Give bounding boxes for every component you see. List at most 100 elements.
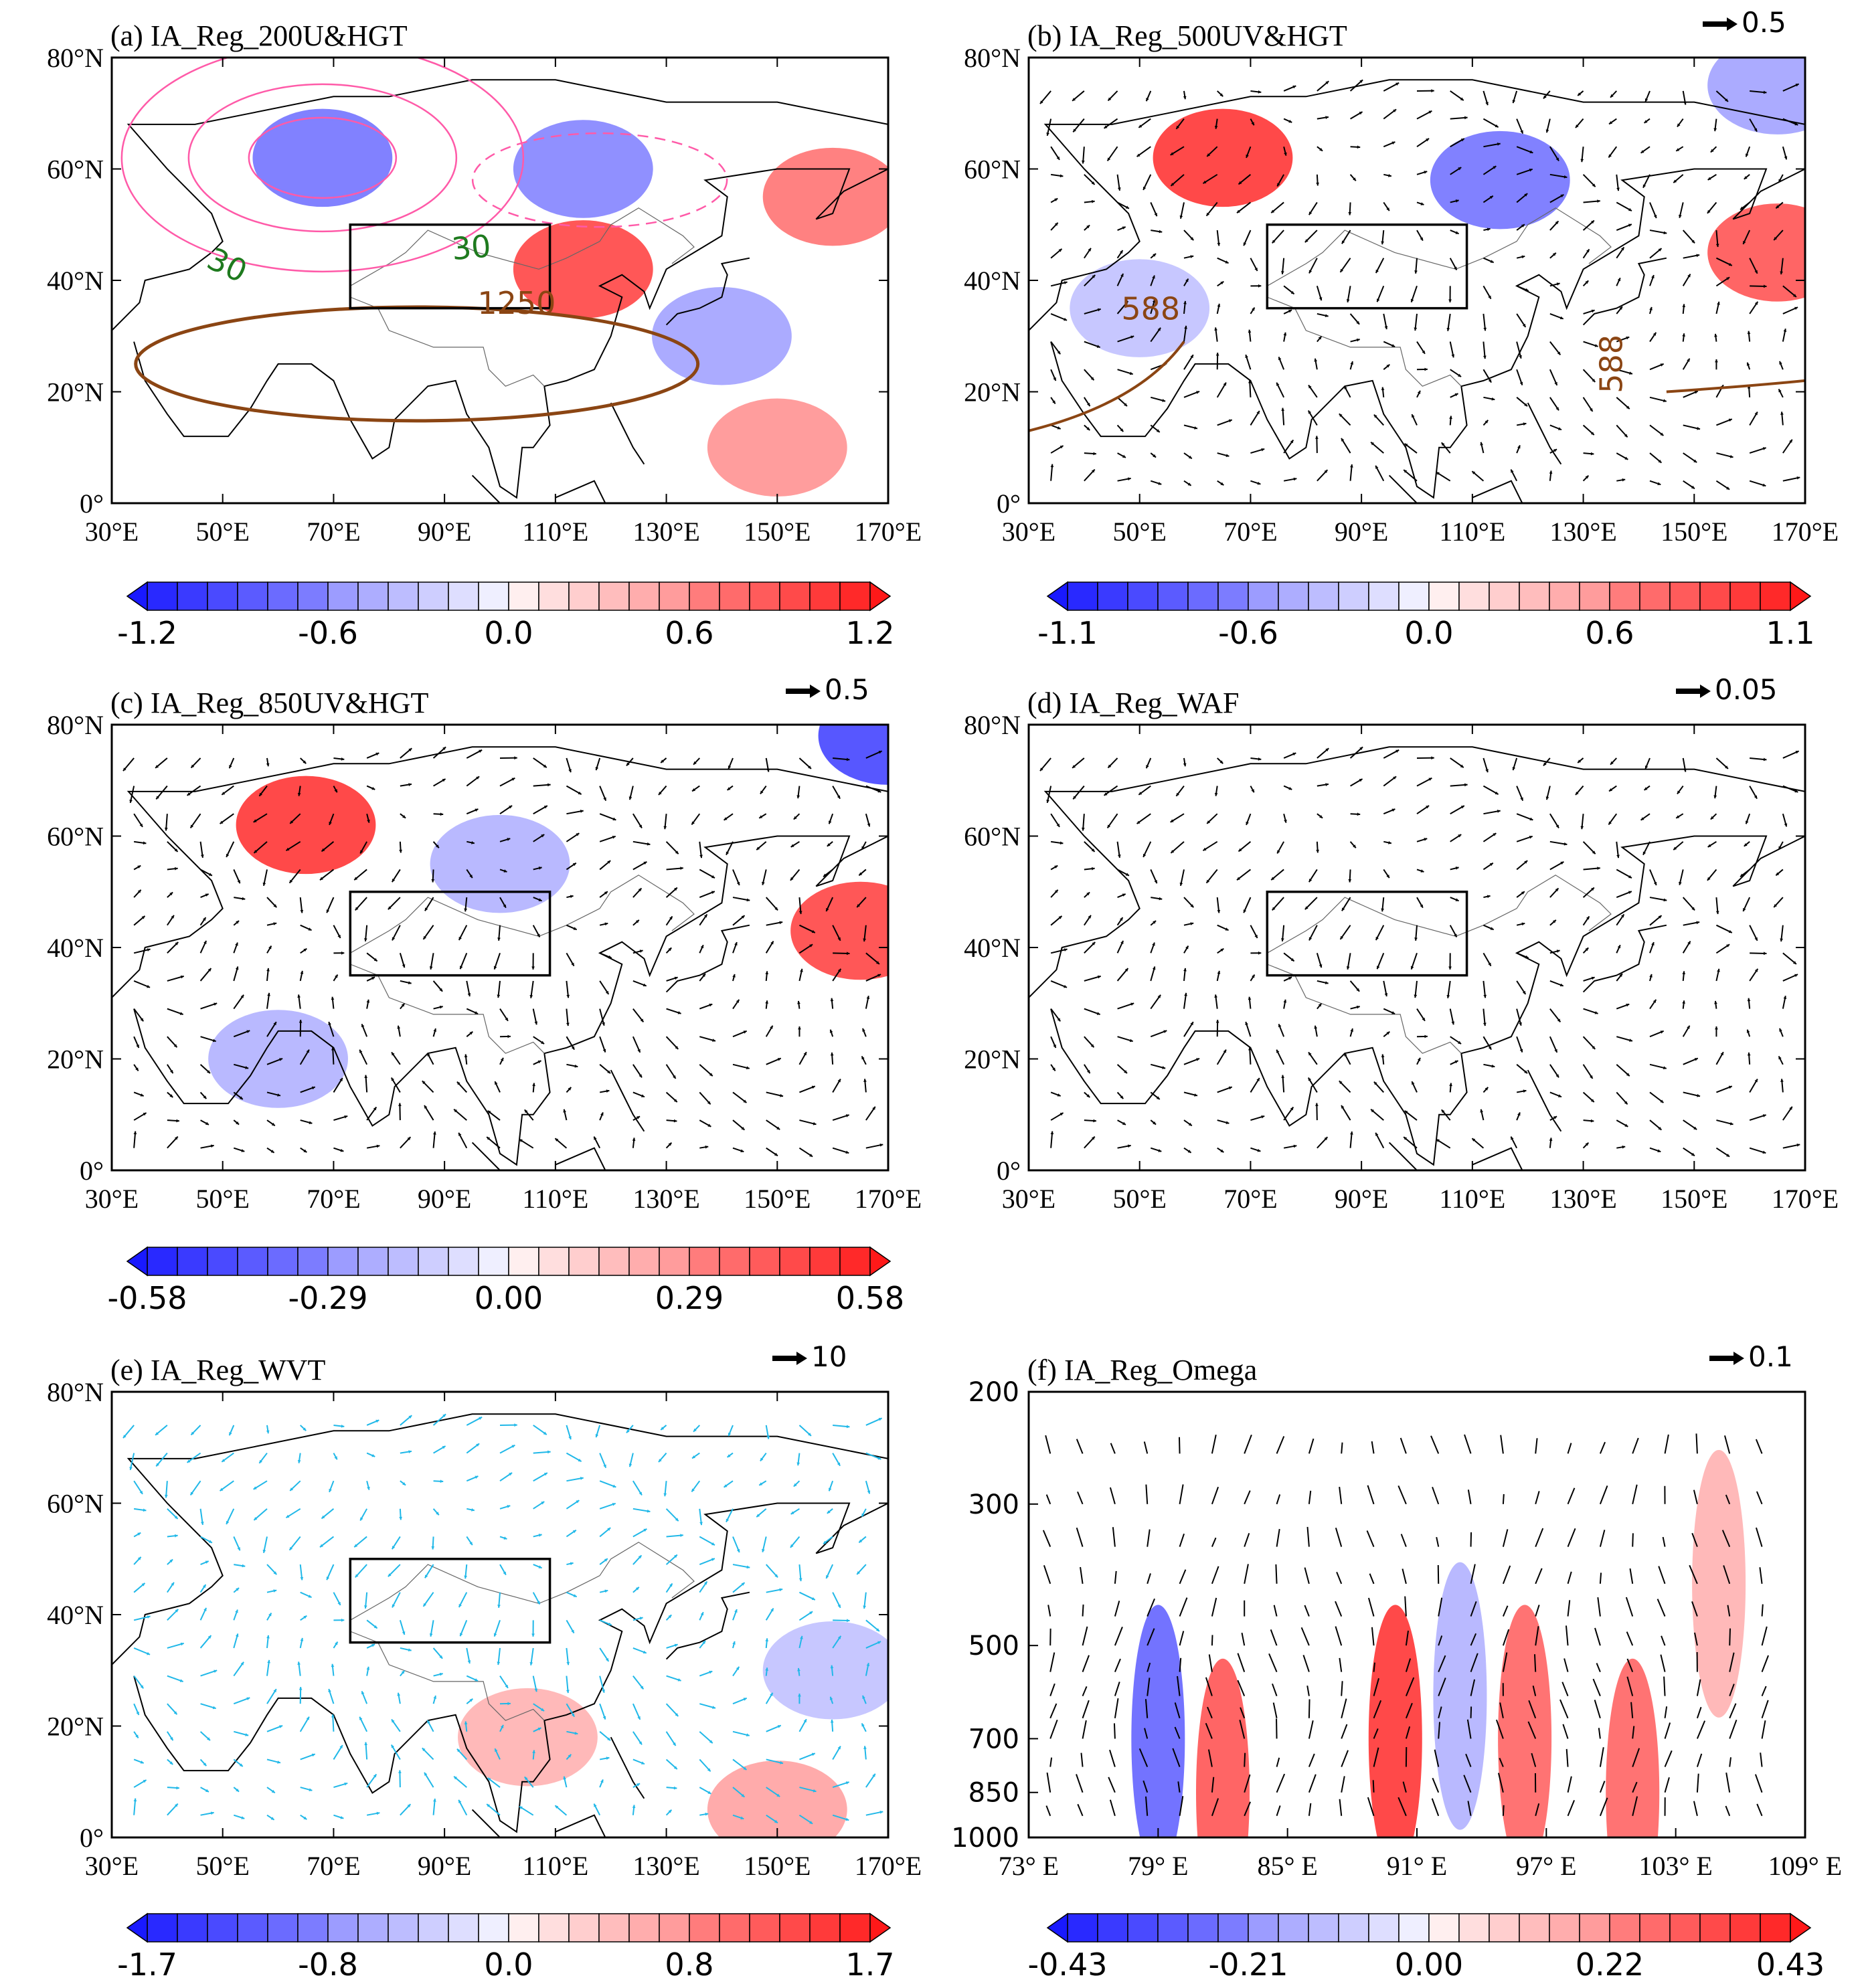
vector-head — [122, 1435, 126, 1439]
vector-head — [431, 879, 435, 883]
circulation-vector — [1341, 1681, 1343, 1696]
country-border — [350, 1631, 545, 1721]
circulation-vector — [1082, 1700, 1090, 1719]
vector-head — [335, 1641, 338, 1645]
vector-head — [440, 1479, 444, 1483]
vector-head — [1162, 399, 1166, 402]
vector-head — [408, 1648, 412, 1652]
circulation-vector — [1398, 1485, 1407, 1505]
vector-head — [809, 1154, 813, 1157]
vector-head — [267, 1659, 270, 1663]
vector-head — [1622, 478, 1626, 482]
vector-head — [135, 1734, 139, 1738]
vector-head — [702, 974, 705, 978]
hgt-contour — [120, 58, 525, 273]
vector-head — [1050, 1131, 1054, 1135]
vector-head — [319, 877, 323, 881]
vector-head — [459, 966, 463, 970]
vector-head — [1783, 996, 1787, 999]
circulation-vector — [1077, 1492, 1084, 1505]
vector-head — [691, 1488, 695, 1492]
negative-anomaly — [1070, 259, 1210, 357]
vector-head — [1124, 403, 1127, 407]
vector-head — [626, 762, 630, 766]
vector-head — [175, 867, 178, 871]
vector-head — [1290, 290, 1294, 294]
colorbar-segment — [689, 1913, 720, 1942]
vector-head — [1626, 336, 1630, 340]
colorbar-label: -0.29 — [288, 1280, 367, 1316]
vector-head — [509, 805, 513, 809]
vector-head — [1696, 254, 1700, 258]
vector-head — [397, 1025, 401, 1029]
vector-head — [1346, 966, 1350, 970]
vector-head — [1288, 786, 1292, 790]
vector-head — [1319, 297, 1323, 301]
circulation-vector — [1113, 1723, 1116, 1739]
vector-head — [826, 908, 829, 912]
colorbar-segment — [327, 1913, 359, 1942]
colorbar-segment — [1639, 581, 1671, 611]
vector-head — [1524, 861, 1528, 864]
vector-head — [1391, 808, 1395, 812]
y-tick-label: 60°N — [47, 1489, 104, 1519]
colorbar-segment — [568, 1913, 600, 1942]
panel-e: 30°E 50°E 70°E 90°E 110°E 130°E 150°E 170°E0°20… — [47, 1377, 922, 1881]
vector-head — [143, 1780, 147, 1783]
vector-head — [531, 1633, 535, 1637]
vector-head — [711, 875, 715, 879]
vector-head — [1754, 937, 1758, 941]
vector-head — [1545, 129, 1549, 133]
circulation-vector — [1755, 1439, 1763, 1454]
vector-head — [487, 1137, 491, 1140]
vector-head — [1072, 765, 1076, 768]
vector-head — [759, 1482, 763, 1485]
circulation-vector — [1597, 1597, 1601, 1617]
coastline — [1527, 1069, 1562, 1132]
vector-head — [1348, 879, 1352, 883]
colorbar-segment — [1579, 581, 1610, 611]
vector-head — [1446, 328, 1450, 331]
vector-head — [289, 879, 293, 883]
vector-head — [367, 1486, 370, 1490]
vector-head — [1795, 84, 1799, 87]
vector-head — [1395, 82, 1400, 86]
colorbar-segment — [1699, 581, 1731, 611]
vector-head — [741, 1126, 745, 1130]
colorbar-segment — [147, 581, 178, 611]
vector-head — [1238, 848, 1242, 852]
vector-head — [1608, 821, 1612, 825]
vector-head — [1726, 944, 1730, 947]
coastline — [610, 1736, 645, 1799]
vector-head — [1283, 332, 1287, 336]
x-tick-label: 110°E — [522, 1184, 588, 1214]
vector-head — [339, 1077, 343, 1081]
colorbar-segment — [749, 581, 780, 611]
negative-anomaly — [252, 108, 393, 207]
vector-head — [1555, 824, 1559, 828]
vector-head — [503, 869, 507, 873]
vector-head — [830, 1719, 834, 1723]
coastline — [665, 257, 750, 326]
vector-head — [300, 970, 304, 974]
vector-head — [743, 1099, 747, 1103]
vector-head — [1490, 927, 1494, 930]
vector-head — [456, 1748, 460, 1752]
vector-head — [877, 1456, 881, 1460]
colorbar-min-arrow — [126, 1912, 148, 1943]
vector-head — [766, 1435, 770, 1439]
vector-head — [364, 1075, 368, 1079]
vector-head — [212, 1706, 216, 1710]
vector-head — [433, 1696, 437, 1699]
vector-head — [770, 1608, 774, 1612]
vector-head — [1283, 999, 1287, 1003]
vector-head — [741, 1583, 745, 1586]
vector-head — [1487, 895, 1491, 899]
vector-head — [578, 791, 582, 795]
circulation-vector — [1300, 1627, 1310, 1646]
x-tick-label: 130°E — [632, 517, 699, 547]
vector-head — [1339, 414, 1343, 418]
circulation-vector — [1761, 1655, 1769, 1672]
colorbar-c: -0.58 -0.29 0.00 0.29 0.58 — [107, 1246, 904, 1316]
vector-head — [341, 757, 345, 761]
